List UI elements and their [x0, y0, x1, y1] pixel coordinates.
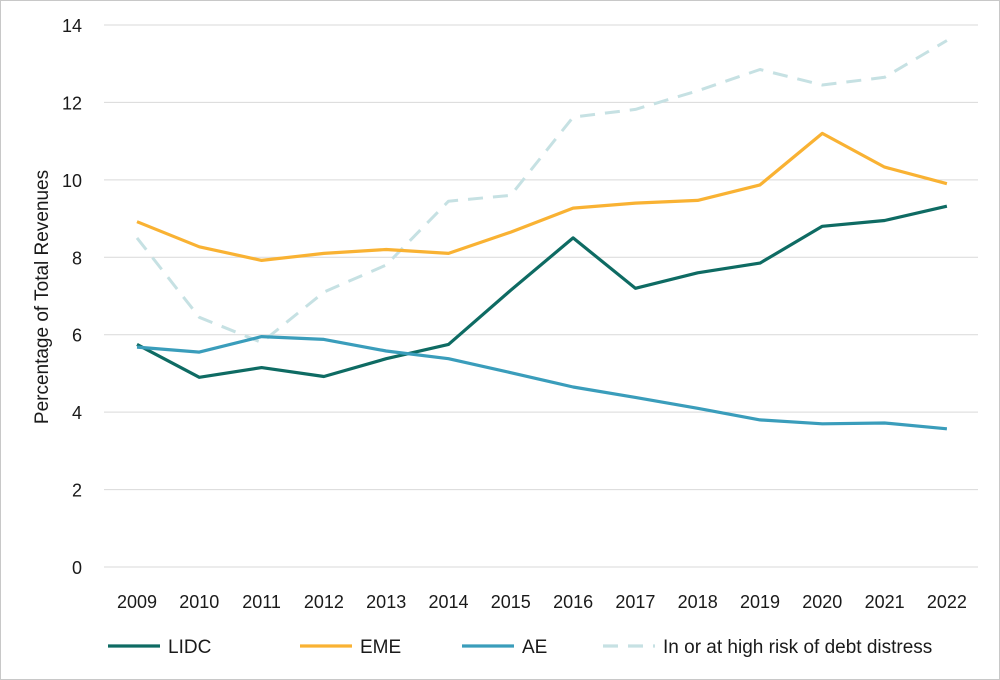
x-tick-label: 2019: [740, 592, 780, 612]
x-tick-label: 2021: [865, 592, 905, 612]
x-tick-label: 2014: [428, 592, 468, 612]
x-tick-label: 2022: [927, 592, 967, 612]
legend-label: LIDC: [168, 637, 211, 658]
series-lines: [135, 39, 948, 431]
legend-label: AE: [522, 637, 547, 658]
x-tick-labels: 2009 2010 2011 2012 2013 2014 2015 2016 2017 2018…: [117, 592, 967, 612]
y-tick-label: 8: [72, 248, 82, 268]
y-tick-label: 10: [62, 171, 82, 191]
y-tick-labels: 0 2 4 6 8 10 12 14: [62, 16, 82, 578]
x-tick-label: 2012: [304, 592, 344, 612]
y-axis-label: Percentage of Total Revenues: [32, 170, 53, 424]
y-tick-label: 12: [62, 93, 82, 113]
y-tick-label: 2: [72, 481, 82, 501]
x-tick-label: 2009: [117, 592, 157, 612]
y-tick-label: 6: [72, 326, 82, 346]
x-tick-label: 2020: [802, 592, 842, 612]
legend-label: In or at high risk of debt distress: [663, 637, 932, 658]
series-line-eme: [136, 131, 948, 262]
legend: LIDC EME AE In or at high risk of debt dist…: [108, 637, 932, 658]
x-tick-label: 2010: [179, 592, 219, 612]
legend-label: EME: [360, 637, 401, 658]
x-tick-label: 2013: [366, 592, 406, 612]
x-tick-label: 2018: [678, 592, 718, 612]
series-line-lidc: [136, 204, 948, 379]
series-line-in-or-at-high-risk-of-debt-distress: [135, 39, 948, 344]
x-tick-label: 2015: [491, 592, 531, 612]
y-tick-label: 0: [72, 558, 82, 578]
x-tick-label: 2011: [242, 592, 281, 612]
x-tick-label: 2017: [615, 592, 655, 612]
series-line-ae: [136, 335, 948, 431]
gridlines: [104, 24, 978, 568]
x-tick-label: 2016: [553, 592, 593, 612]
y-tick-label: 4: [72, 403, 82, 423]
y-tick-label: 14: [62, 16, 82, 36]
